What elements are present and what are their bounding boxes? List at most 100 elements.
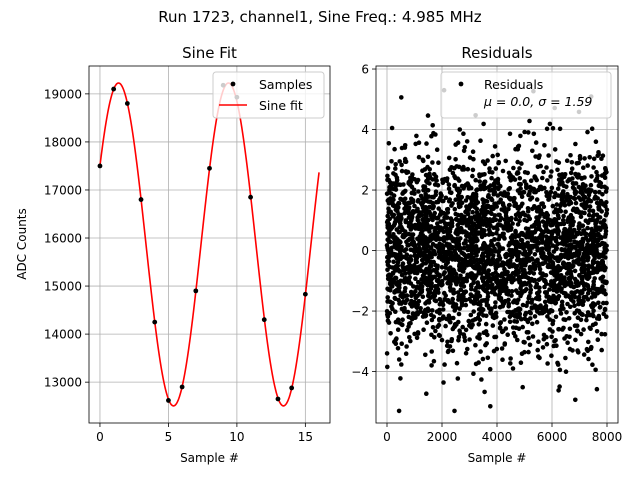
residual-point bbox=[519, 351, 525, 357]
residual-point bbox=[447, 197, 453, 202]
residual-point bbox=[515, 268, 521, 273]
residual-point bbox=[560, 237, 566, 242]
residual-point bbox=[427, 181, 432, 186]
residual-point bbox=[424, 391, 429, 397]
residual-point bbox=[434, 147, 440, 152]
residual-point bbox=[485, 294, 491, 299]
residual-point bbox=[491, 253, 496, 258]
residual-point bbox=[577, 153, 583, 159]
residual-point bbox=[582, 210, 587, 216]
residual-point bbox=[498, 320, 504, 325]
residual-point bbox=[407, 335, 412, 340]
residual-point bbox=[430, 308, 435, 313]
residual-point bbox=[388, 226, 394, 232]
residual-point bbox=[456, 311, 462, 317]
residual-point bbox=[416, 251, 422, 257]
residual-point bbox=[520, 324, 525, 330]
residual-point bbox=[555, 167, 560, 173]
residual-point bbox=[422, 220, 428, 225]
residual-point bbox=[600, 224, 606, 229]
residual-point bbox=[586, 287, 591, 292]
residual-point bbox=[470, 318, 476, 323]
residual-point bbox=[385, 318, 391, 324]
residual-point bbox=[491, 191, 497, 197]
residual-point bbox=[522, 129, 527, 135]
sine-fit-ylabel: ADC Counts bbox=[15, 208, 29, 280]
residual-point bbox=[563, 369, 569, 375]
residual-point bbox=[555, 186, 561, 191]
residual-point bbox=[490, 243, 496, 248]
residual-point bbox=[428, 295, 434, 300]
residual-point bbox=[576, 298, 581, 303]
residual-point bbox=[490, 218, 495, 224]
residual-point bbox=[506, 203, 512, 208]
residual-point bbox=[513, 201, 518, 207]
residual-point bbox=[418, 288, 424, 293]
residual-point bbox=[397, 159, 403, 164]
residual-point bbox=[389, 304, 394, 309]
residual-point bbox=[572, 323, 578, 329]
residual-point bbox=[385, 267, 390, 273]
residual-point bbox=[389, 125, 395, 131]
residual-point bbox=[450, 244, 455, 250]
residual-point bbox=[445, 339, 450, 345]
residual-point bbox=[493, 310, 499, 316]
residual-point bbox=[411, 210, 416, 215]
residual-point bbox=[568, 275, 573, 281]
residual-point bbox=[508, 361, 513, 366]
residual-point bbox=[561, 317, 566, 322]
residual-point bbox=[441, 254, 446, 260]
residual-point bbox=[570, 348, 575, 353]
residual-point bbox=[396, 408, 402, 414]
residual-point bbox=[433, 298, 439, 304]
residual-point bbox=[384, 243, 390, 248]
residual-point bbox=[442, 297, 448, 302]
residual-point bbox=[412, 203, 417, 209]
sine-fit-ytick-label: 17000 bbox=[44, 183, 82, 197]
residual-point bbox=[517, 166, 522, 171]
residual-point bbox=[470, 209, 476, 215]
residual-point bbox=[438, 209, 444, 214]
residual-point bbox=[433, 237, 439, 242]
residual-point bbox=[406, 181, 412, 186]
residual-point bbox=[561, 325, 566, 331]
residual-point bbox=[488, 261, 493, 267]
residual-point bbox=[500, 357, 505, 363]
residual-point bbox=[456, 334, 462, 340]
residual-point bbox=[480, 159, 486, 164]
residual-point bbox=[440, 307, 446, 312]
residual-point bbox=[492, 261, 498, 267]
residual-point bbox=[532, 189, 537, 195]
residual-point bbox=[514, 257, 520, 263]
residual-point bbox=[387, 253, 392, 259]
residual-point bbox=[502, 298, 508, 304]
residual-point bbox=[486, 184, 492, 190]
residual-point bbox=[562, 264, 567, 270]
residual-point bbox=[564, 184, 569, 190]
residual-point bbox=[541, 169, 546, 175]
residual-point bbox=[443, 262, 449, 267]
residual-point bbox=[488, 308, 494, 314]
residual-point bbox=[406, 243, 411, 248]
residual-point bbox=[542, 284, 547, 290]
residual-point bbox=[461, 245, 467, 251]
residual-point bbox=[513, 228, 518, 234]
residual-point bbox=[595, 337, 601, 343]
residual-point bbox=[602, 245, 607, 250]
residual-point bbox=[461, 259, 466, 265]
residual-point bbox=[453, 157, 458, 162]
residual-point bbox=[402, 248, 407, 254]
residual-point bbox=[404, 293, 410, 298]
residual-point bbox=[450, 296, 456, 302]
residual-point bbox=[461, 164, 466, 170]
residual-point bbox=[541, 204, 547, 210]
residual-point bbox=[404, 252, 410, 257]
residual-point bbox=[603, 167, 608, 172]
residual-point bbox=[450, 326, 456, 332]
residual-point bbox=[391, 232, 396, 237]
residual-point bbox=[564, 158, 570, 163]
residual-point bbox=[492, 237, 497, 242]
residual-point bbox=[562, 203, 568, 208]
residual-point bbox=[477, 336, 482, 341]
residual-point bbox=[549, 270, 555, 276]
